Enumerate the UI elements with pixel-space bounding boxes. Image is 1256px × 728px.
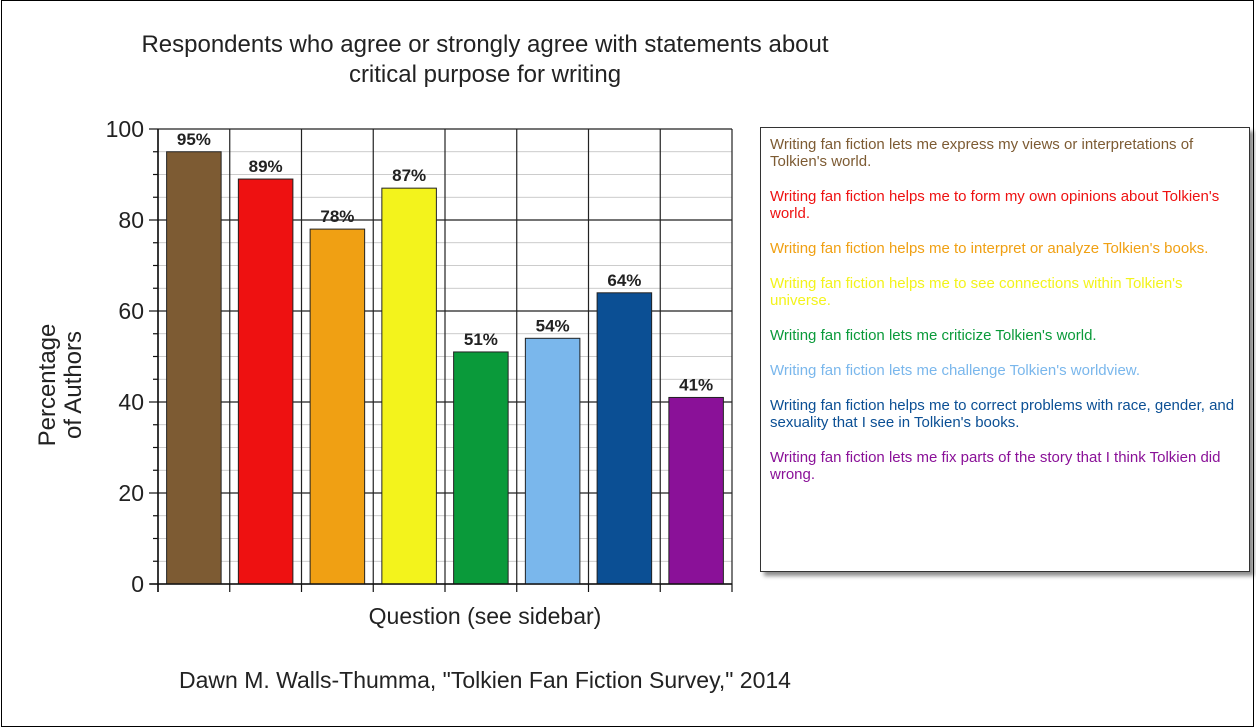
bar [166,151,222,585]
bar-value-label: 95% [177,130,211,149]
legend-item: Writing fan fiction lets me express my v… [770,136,1194,170]
bar [668,396,724,585]
legend-item: Writing fan fiction helps me to interpre… [770,240,1209,257]
bar [309,228,366,585]
y-tick-label: 40 [118,389,144,415]
legend-item: Writing fan fiction lets me fix parts of… [770,449,1221,483]
bar-value-label: 54% [536,316,570,335]
y-axis-label-box: Percentage of Authors [16,300,106,470]
bar-value-label: 89% [249,157,283,176]
bar [524,337,581,585]
y-tick-label: 60 [118,298,144,324]
bar-value-label: 51% [464,330,498,349]
x-axis-label: Question (see sidebar) [368,603,602,629]
bar-value-label: 64% [607,271,641,290]
legend-item: Writing fan fiction lets me challenge To… [770,362,1140,379]
legend-sidebar: Writing fan fiction lets me express my v… [760,127,1250,572]
legend-item: Writing fan fiction helps me to form my … [770,188,1220,222]
y-tick-label: 0 [131,571,144,597]
bar-value-label: 87% [392,166,426,185]
y-tick-label: 100 [106,116,144,142]
bar [453,351,509,585]
bar [237,178,294,585]
y-axis-label: Percentage of Authors [34,323,87,447]
y-tick-label: 80 [118,207,144,233]
legend-item: Writing fan fiction helps me to see conn… [770,275,1183,309]
bar [596,292,653,585]
source-credit: Dawn M. Walls-Thumma, "Tolkien Fan Ficti… [179,667,791,693]
y-tick-label: 20 [118,480,144,506]
chart-title: Respondents who agree or strongly agree … [141,31,829,88]
bar [381,187,437,585]
bar-value-label: 78% [320,207,354,226]
legend-item: Writing fan fiction lets me criticize To… [770,327,1097,344]
bar-value-label: 41% [679,375,713,394]
legend-item: Writing fan fiction helps me to correct … [770,397,1235,431]
